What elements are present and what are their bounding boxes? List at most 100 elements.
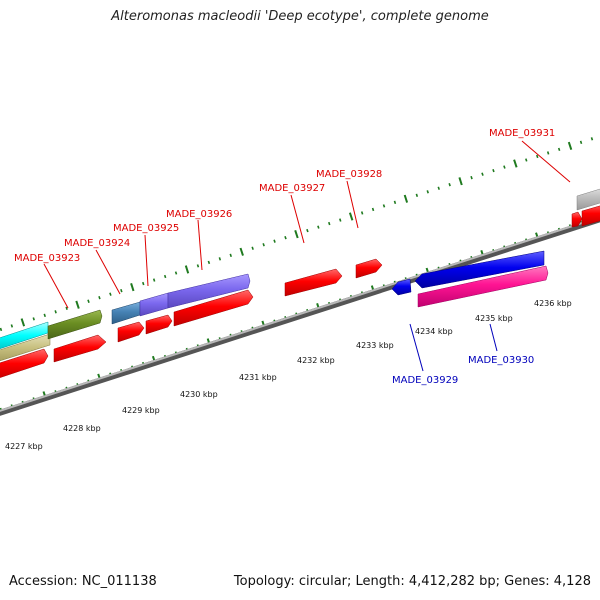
minor-tick [590,137,594,141]
leader-line [43,263,69,309]
gene-arrow [414,250,545,289]
minor-tick [229,253,232,258]
minor-tick [174,271,178,275]
gene-arrow [581,205,600,227]
major-tick [513,159,518,168]
minor-tick [109,292,112,296]
minor-tick [448,183,451,187]
minor-tick [87,299,90,303]
major-tick [184,265,190,274]
minor-tick [557,147,561,152]
gene-arrow [355,258,383,279]
gene-label: MADE_03929 [392,375,458,386]
major-tick [20,318,26,327]
scale-label: 4236 kbp [534,299,572,308]
scale-label: 4227 kbp [5,442,43,451]
major-tick [130,282,135,292]
minor-tick [492,168,495,173]
map-title: Alteromonas macleodii 'Deep ecotype', co… [111,9,489,24]
minor-tick [470,175,473,180]
minor-tick [120,288,123,293]
minor-tick [546,151,550,155]
gene-label: MADE_03925 [113,223,179,234]
reverse-genes [391,250,549,308]
leader-line [521,140,571,183]
minor-tick [65,306,68,310]
leader-line [95,249,121,295]
minor-tick [317,225,320,229]
gene-arrow [47,309,103,340]
minor-tick [196,264,200,268]
minor-tick [251,246,254,250]
gene-label: MADE_03927 [259,183,325,194]
forward-genes [0,205,600,378]
leader-line [197,219,203,271]
gene-arrow [145,314,173,335]
gene-label: MADE_03928 [316,169,382,180]
leader-line [409,323,424,372]
forward-tick-track [0,137,594,332]
minor-tick [339,218,342,222]
major-tick [458,177,463,186]
minor-tick [360,211,364,215]
colored-genes [0,188,600,362]
minor-tick [306,228,309,233]
minor-tick [426,190,429,194]
minor-tick [43,313,46,318]
major-tick [75,300,80,309]
minor-tick [207,260,211,265]
gene-labels: MADE_03923 MADE_03924 MADE_03925 MADE_03… [14,128,555,386]
major-tick [239,247,244,256]
minor-tick [525,158,528,162]
minor-tick [284,235,287,240]
scale-label: 4230 kbp [180,390,218,399]
scale-label: 4233 kbp [356,341,394,350]
scale-label: 4234 kbp [415,327,453,336]
major-tick [567,141,573,151]
minor-tick [98,296,101,300]
leader-line [489,323,498,352]
minor-tick [481,172,484,176]
major-tick [403,194,409,203]
gene-arrow [0,333,51,362]
minor-tick [163,274,167,279]
gene-arrow [284,268,343,297]
scale-label: 4231 kbp [239,373,277,382]
genome-summary-text: Topology: circular; Length: 4,412,282 bp… [233,574,591,589]
minor-tick [262,243,265,247]
minor-tick [54,310,57,314]
minor-tick [328,221,331,226]
gene-arrow [576,188,600,211]
minor-tick [437,186,440,190]
gene-label: MADE_03926 [166,209,232,220]
minor-tick [10,324,14,328]
minor-tick [32,317,35,321]
gene-arrow [117,321,145,343]
minor-tick [536,154,539,159]
minor-tick [371,207,375,212]
scale-label: 4228 kbp [63,424,101,433]
genome-backbone [0,216,600,416]
minor-tick [0,327,3,332]
scale-label: 4229 kbp [122,406,160,415]
scale-labels: 4227 kbp 4228 kbp 4229 kbp 4230 kbp 4231… [5,299,572,451]
major-tick [348,212,354,221]
minor-tick [579,140,583,145]
gene-arrow [417,265,549,308]
gene-arrow [173,289,254,327]
gene-label: MADE_03923 [14,253,80,264]
gene-arrow [139,292,169,317]
gene-arrow [391,278,412,296]
minor-tick [415,193,419,197]
minor-tick [152,278,156,282]
minor-tick [393,200,397,205]
minor-tick [503,165,506,169]
leader-line [144,234,149,287]
gene-arrow [571,211,583,228]
leader-line [290,194,305,244]
gene-label: MADE_03931 [489,128,555,139]
label-leaders [43,140,571,372]
genome-backbone-highlight [0,216,600,412]
gene-arrow [111,301,141,325]
